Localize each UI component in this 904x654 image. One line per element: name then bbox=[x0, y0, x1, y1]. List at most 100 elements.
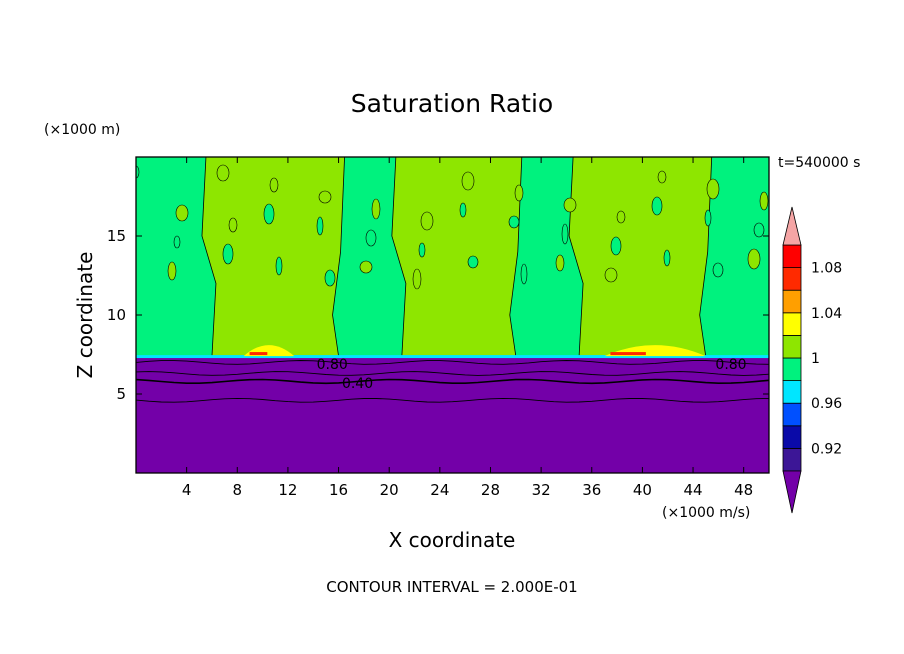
transition-band bbox=[136, 355, 769, 359]
colorbar-label: 0.92 bbox=[811, 441, 842, 457]
colorbar-label: 1.04 bbox=[811, 306, 842, 322]
colorbar-segment bbox=[782, 244, 802, 269]
colorbar-segment bbox=[782, 312, 802, 336]
colorbar-segment bbox=[782, 380, 802, 404]
moisture-patch bbox=[136, 165, 140, 179]
y-axis-label: Z coordinate bbox=[73, 252, 97, 379]
moisture-patch bbox=[459, 202, 467, 218]
x-tick-label: 4 bbox=[182, 481, 192, 499]
x-tick-label: 40 bbox=[633, 481, 652, 499]
contour-label: 0.80 bbox=[317, 357, 348, 373]
moisture-patch bbox=[610, 236, 622, 256]
colorbar-segment bbox=[782, 267, 802, 291]
moisture-patch bbox=[616, 210, 626, 224]
contour-label: 0.40 bbox=[342, 376, 373, 392]
colorbar-over-arrow bbox=[782, 206, 802, 246]
y-tick-label: 5 bbox=[116, 385, 126, 403]
colorbar-label: 0.96 bbox=[811, 396, 842, 412]
x-axis-ticks: 4 8 12 16 20 24 28 32 36 40 44 48 bbox=[182, 157, 753, 499]
moisture-patch bbox=[555, 254, 565, 272]
moisture-patch bbox=[324, 269, 336, 287]
moisture-patch bbox=[359, 260, 373, 274]
supersaturation-core-1 bbox=[249, 352, 268, 356]
moisture-patch bbox=[759, 191, 769, 211]
moisture-patch bbox=[316, 216, 324, 236]
cloud-plume-2 bbox=[391, 157, 523, 357]
moisture-patch bbox=[418, 242, 426, 258]
x-tick-label: 32 bbox=[532, 481, 551, 499]
colorbar-label: 1.08 bbox=[811, 261, 842, 277]
colorbar-segment bbox=[782, 402, 802, 427]
moisture-patch bbox=[175, 204, 189, 222]
moisture-patch bbox=[461, 171, 475, 191]
moisture-patch bbox=[318, 190, 332, 204]
moisture-patch bbox=[604, 267, 618, 283]
x-unit-label: (×1000 m/s) bbox=[662, 505, 750, 521]
time-label: t=540000 s bbox=[778, 155, 860, 171]
y-unit-label: (×1000 m) bbox=[44, 122, 120, 138]
moisture-patch bbox=[167, 261, 177, 281]
x-axis-label: X coordinate bbox=[389, 528, 516, 552]
y-tick-label: 10 bbox=[107, 306, 126, 324]
moisture-patch bbox=[412, 268, 422, 290]
x-tick-label: 48 bbox=[734, 481, 753, 499]
moisture-patch bbox=[228, 217, 238, 233]
moisture-patch bbox=[263, 203, 275, 225]
x-tick-label: 12 bbox=[278, 481, 297, 499]
colorbar-label: 1 bbox=[811, 351, 820, 367]
colorbar-labels: 1.08 1.04 1 0.96 0.92 bbox=[811, 261, 842, 458]
y-tick-label: 15 bbox=[107, 227, 126, 245]
moisture-patch bbox=[420, 211, 434, 231]
cloud-plume-1 bbox=[201, 157, 345, 357]
moisture-patch bbox=[514, 184, 524, 202]
x-tick-label: 20 bbox=[380, 481, 399, 499]
moisture-patch bbox=[706, 178, 720, 200]
x-tick-label: 36 bbox=[582, 481, 601, 499]
moisture-patch bbox=[561, 223, 569, 245]
x-tick-label: 44 bbox=[683, 481, 702, 499]
colorbar-segment bbox=[782, 425, 802, 449]
colorbar-under-arrow bbox=[782, 470, 802, 514]
contour-line bbox=[136, 371, 769, 376]
contour-line bbox=[136, 360, 769, 365]
moisture-patch bbox=[651, 196, 663, 216]
contour-line bbox=[136, 397, 769, 403]
moisture-patch bbox=[520, 263, 528, 285]
moisture-patch bbox=[269, 177, 279, 193]
moisture-patch bbox=[663, 249, 671, 267]
moisture-patch bbox=[508, 215, 520, 229]
moisture-patch bbox=[371, 198, 381, 220]
moisture-patch bbox=[365, 229, 377, 247]
contour-line bbox=[136, 378, 769, 385]
saturation-band-low bbox=[136, 358, 769, 473]
contour-labels: 0.80 0.40 0.80 bbox=[317, 357, 747, 392]
moisture-patch bbox=[704, 209, 712, 227]
moisture-patch bbox=[563, 197, 577, 213]
y-axis-ticks: 5 10 15 bbox=[107, 227, 769, 403]
contour-label: 0.80 bbox=[715, 357, 746, 373]
colorbar bbox=[782, 206, 802, 514]
moisture-patch bbox=[657, 170, 667, 184]
moisture-patch bbox=[712, 262, 724, 278]
moisture-patch bbox=[275, 256, 283, 276]
plot-area bbox=[136, 157, 769, 473]
x-tick-label: 16 bbox=[329, 481, 348, 499]
moisture-patch bbox=[173, 235, 181, 249]
colorbar-segment bbox=[782, 289, 802, 314]
cloud-plume-3 bbox=[568, 157, 713, 357]
x-tick-label: 8 bbox=[233, 481, 243, 499]
contour-interval-note: CONTOUR INTERVAL = 2.000E-01 bbox=[326, 578, 577, 596]
moisture-patch bbox=[216, 164, 230, 182]
x-tick-label: 28 bbox=[481, 481, 500, 499]
colorbar-segment bbox=[782, 447, 802, 472]
x-tick-label: 24 bbox=[430, 481, 449, 499]
moisture-patch bbox=[467, 255, 479, 269]
colorbar-segment bbox=[782, 357, 802, 382]
supersaturation-core-2 bbox=[610, 352, 646, 356]
moisture-patch bbox=[222, 243, 234, 265]
moisture-patch bbox=[747, 248, 761, 270]
moisture-patch bbox=[753, 222, 765, 238]
colorbar-segment bbox=[782, 334, 802, 359]
chart-title: Saturation Ratio bbox=[351, 89, 553, 118]
